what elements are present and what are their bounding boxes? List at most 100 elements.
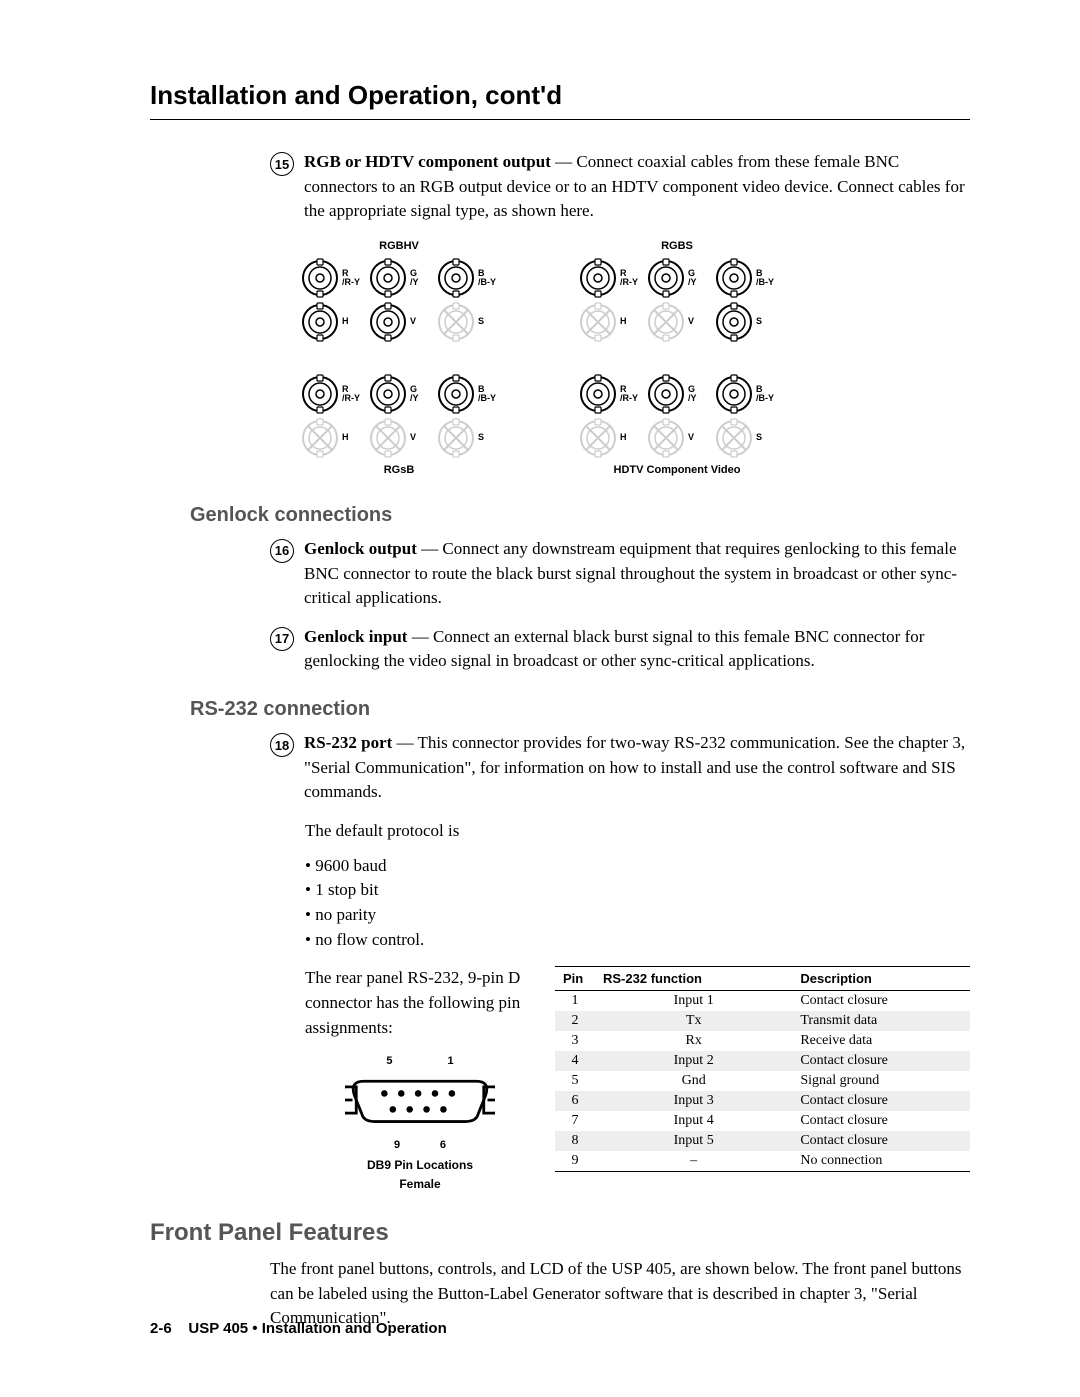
pin-table: Pin RS-232 function Description 1Input 1…	[555, 966, 970, 1172]
table-cell: 1	[555, 991, 595, 1012]
table-cell: Contact closure	[792, 991, 970, 1012]
bnc-connector: R/R-Y	[300, 374, 362, 414]
table-cell: Contact closure	[792, 1091, 970, 1111]
bnc-connector: G/Y	[368, 374, 430, 414]
table-cell: Input 5	[595, 1131, 792, 1151]
pin-table-header: Description	[792, 967, 970, 991]
protocol-bullets: 9600 baud1 stop bitno parityno flow cont…	[305, 854, 970, 953]
table-cell: 5	[555, 1071, 595, 1091]
bnc-label: R/R-Y	[342, 385, 362, 403]
bnc-connector: V	[646, 302, 708, 342]
bnc-label: G/Y	[688, 269, 708, 287]
subheading-rs232: RS-232 connection	[190, 698, 970, 721]
bnc-label: G/Y	[688, 385, 708, 403]
protocol-bullet: 9600 baud	[305, 854, 970, 879]
db9-caption-1: DB9 Pin Locations	[305, 1158, 535, 1174]
page-footer: 2-6 USP 405 • Installation and Operation	[150, 1320, 447, 1337]
bnc-connector: V	[368, 418, 430, 458]
page-number: 2-6	[150, 1320, 172, 1337]
table-cell: Transmit data	[792, 1011, 970, 1031]
bnc-label: B/B-Y	[478, 385, 498, 403]
bnc-connector: H	[578, 418, 640, 458]
callout-number: 15	[270, 152, 294, 176]
table-cell: 9	[555, 1151, 595, 1172]
bnc-group: RGBHVR/R-YG/YB/B-YHVS	[300, 240, 498, 346]
table-cell: Rx	[595, 1031, 792, 1051]
table-cell: 7	[555, 1111, 595, 1131]
bnc-label: V	[410, 317, 430, 326]
bnc-label: H	[342, 317, 362, 326]
bnc-connector: S	[436, 302, 498, 342]
bnc-connector: V	[646, 418, 708, 458]
bnc-connector: R/R-Y	[300, 258, 362, 298]
table-row: 6Input 3Contact closure	[555, 1091, 970, 1111]
bnc-label: S	[756, 317, 776, 326]
bnc-label: R/R-Y	[342, 269, 362, 287]
bnc-connector: S	[436, 418, 498, 458]
callout-lead: RGB or HDTV component output	[304, 152, 551, 171]
bnc-label: G/Y	[410, 269, 430, 287]
bnc-label: V	[688, 317, 708, 326]
table-row: 3RxReceive data	[555, 1031, 970, 1051]
table-cell: Contact closure	[792, 1111, 970, 1131]
table-cell: 8	[555, 1131, 595, 1151]
bnc-connector: H	[300, 302, 362, 342]
table-cell: No connection	[792, 1151, 970, 1172]
table-row: 8Input 5Contact closure	[555, 1131, 970, 1151]
table-cell: Contact closure	[792, 1131, 970, 1151]
bnc-connector: G/Y	[368, 258, 430, 298]
bnc-label: S	[478, 433, 498, 442]
db9-diagram: 5 1 9 6 DB9 Pin Locations Female	[305, 1054, 535, 1193]
table-row: 1Input 1Contact closure	[555, 991, 970, 1012]
protocol-bullet: no parity	[305, 903, 970, 928]
bnc-label: B/B-Y	[756, 269, 776, 287]
bnc-label: V	[410, 433, 430, 442]
pin-table-header: RS-232 function	[595, 967, 792, 991]
bnc-group: R/R-Y G/Y B/B-Y H V S RGsB	[300, 374, 498, 476]
bnc-group-title: RGBHV	[300, 240, 498, 252]
bnc-connector: S	[714, 302, 776, 342]
bnc-group-title: RGBS	[578, 240, 776, 252]
bnc-label: R/R-Y	[620, 385, 640, 403]
callout-15: 15 RGB or HDTV component output — Connec…	[270, 150, 970, 224]
bnc-group: RGBS R/R-Y G/Y B/B-Y H V S	[578, 240, 776, 346]
callout-number: 18	[270, 733, 294, 757]
pin-table-header: Pin	[555, 967, 595, 991]
bnc-label: S	[756, 433, 776, 442]
bnc-connector: R/R-Y	[578, 258, 640, 298]
db9-num-9: 9	[394, 1139, 400, 1151]
bnc-connector: H	[578, 302, 640, 342]
bnc-group: R/R-YG/YB/B-YHVSHDTV Component Video	[578, 374, 776, 476]
table-cell: Input 4	[595, 1111, 792, 1131]
bnc-group-caption: RGsB	[300, 464, 498, 476]
table-cell: Contact closure	[792, 1051, 970, 1071]
bnc-connector: G/Y	[646, 258, 708, 298]
protocol-bullet: no flow control.	[305, 928, 970, 953]
table-cell: 6	[555, 1091, 595, 1111]
bnc-label: H	[620, 433, 640, 442]
table-cell: Input 3	[595, 1091, 792, 1111]
table-cell: Gnd	[595, 1071, 792, 1091]
table-row: 9–No connection	[555, 1151, 970, 1172]
callout-18: 18 RS-232 port — This connector provides…	[270, 731, 970, 805]
table-row: 4Input 2Contact closure	[555, 1051, 970, 1071]
callout-number: 17	[270, 627, 294, 651]
callout-number: 16	[270, 539, 294, 563]
db9-num-6: 6	[440, 1139, 446, 1151]
page-title: Installation and Operation, cont'd	[150, 80, 970, 120]
subheading-genlock: Genlock connections	[190, 504, 970, 527]
bnc-diagram: RGBHVR/R-YG/YB/B-YHVSRGBSR/R-YG/YB/B-YHV…	[300, 240, 970, 476]
protocol-intro: The default protocol is	[305, 819, 970, 844]
table-cell: Tx	[595, 1011, 792, 1031]
bnc-connector: G/Y	[646, 374, 708, 414]
table-row: 7Input 4Contact closure	[555, 1111, 970, 1131]
db9-num-5: 5	[386, 1055, 392, 1067]
bnc-label: H	[342, 433, 362, 442]
bnc-label: S	[478, 317, 498, 326]
bnc-connector: R/R-Y	[578, 374, 640, 414]
bnc-label: R/R-Y	[620, 269, 640, 287]
db9-connector-icon	[345, 1070, 495, 1130]
table-cell: –	[595, 1151, 792, 1172]
callout-17: 17 Genlock input — Connect an external b…	[270, 625, 970, 674]
bnc-label: B/B-Y	[756, 385, 776, 403]
